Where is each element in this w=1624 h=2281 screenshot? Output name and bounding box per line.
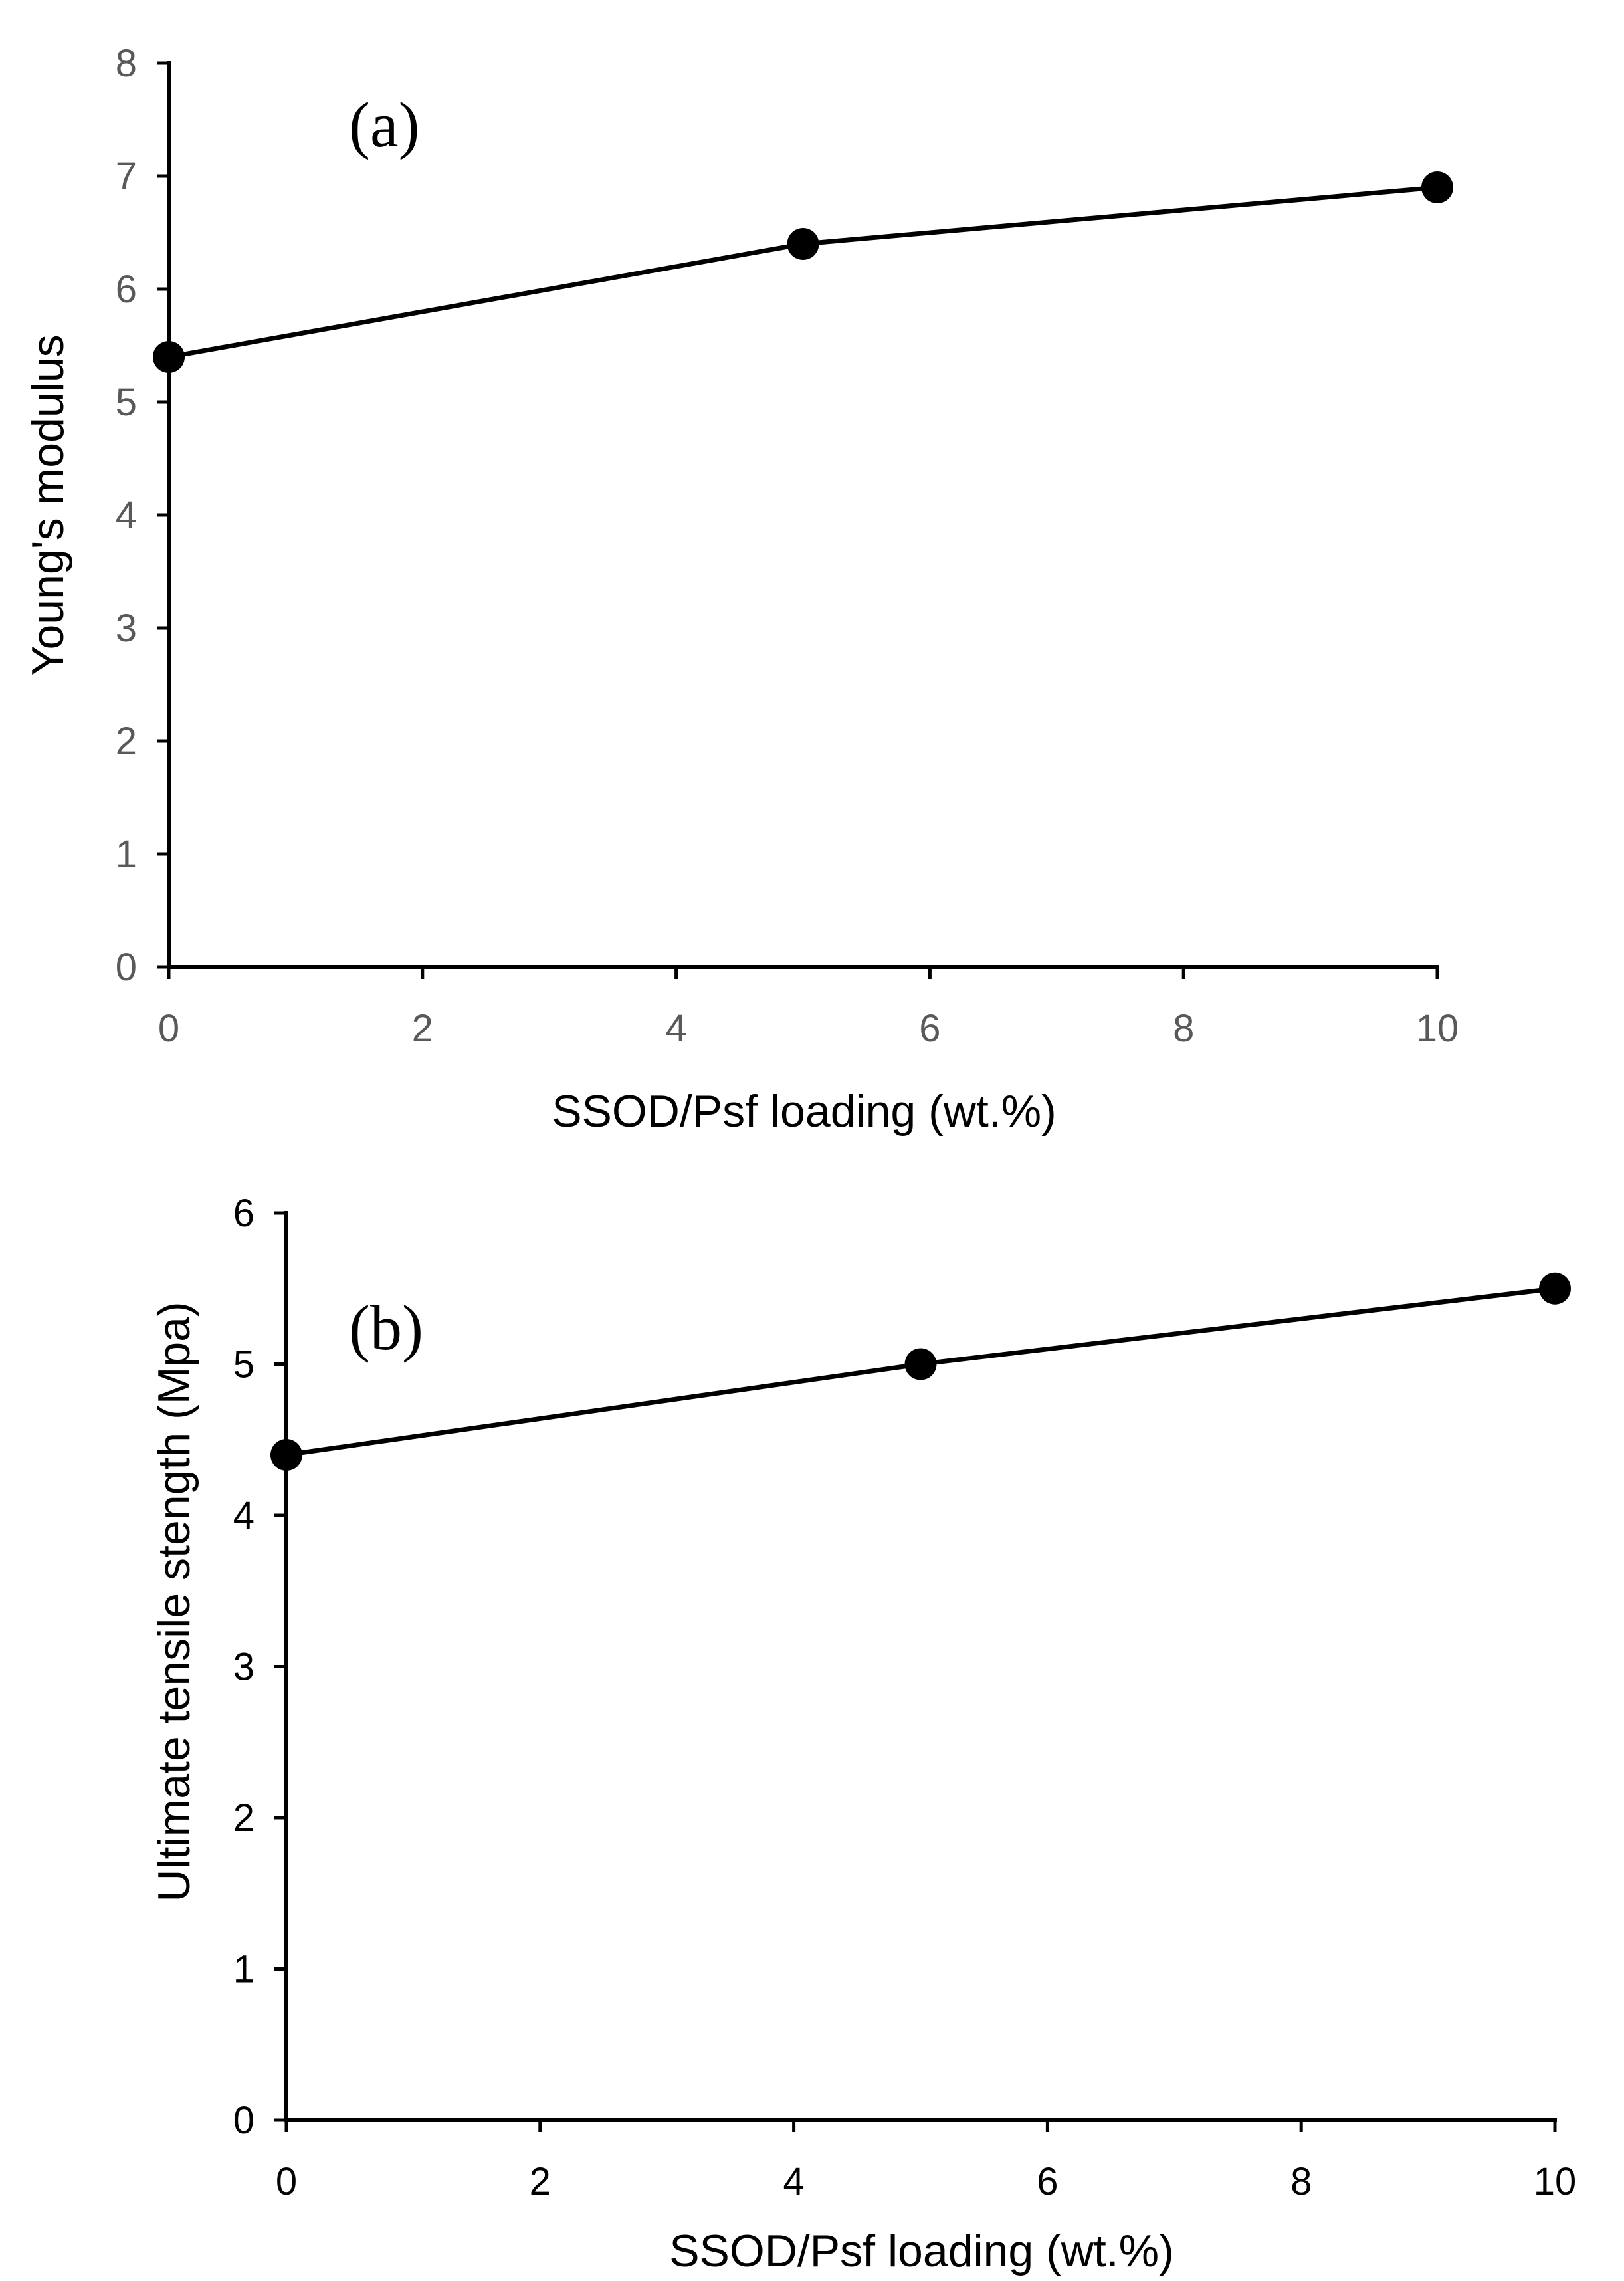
panel-a-x-tick-label: 2 [412, 1007, 433, 1050]
panel-b-y-tick-label: 4 [233, 1494, 254, 1537]
panel-b-y-ticks: 0 1 2 3 4 5 6 [233, 1192, 286, 2142]
panel-b-y-tick-label: 0 [233, 2099, 254, 2142]
panel-a-y-ticks: 0 1 2 3 4 5 6 7 8 [116, 42, 169, 989]
panel-b-chart: (b) 0 1 2 3 4 5 6 0 2 4 6 8 10 SSOD/Psf loading (wt… [149, 1192, 1576, 2276]
panel-a-data-point [1421, 171, 1453, 203]
panel-a-data-point [787, 228, 819, 260]
panel-b-y-tick-label: 3 [233, 1646, 254, 1689]
panel-b-data-point [270, 1439, 302, 1471]
panel-a-label: (a) [349, 89, 420, 160]
panel-b-x-tick-label: 4 [783, 2160, 804, 2203]
panel-b-x-tick-label: 2 [530, 2160, 551, 2203]
panel-a-y-axis-title: Young's modulus [23, 334, 73, 675]
panel-a-x-axis-title: SSOD/Psf loading (wt.%) [552, 1086, 1057, 1137]
panel-b-x-tick-label: 0 [276, 2160, 297, 2203]
panel-b-label: (b) [349, 1292, 423, 1363]
panel-a-y-tick-label: 1 [116, 833, 137, 876]
panel-a-y-tick-label: 5 [116, 381, 137, 424]
panel-b-y-tick-label: 5 [233, 1343, 254, 1386]
panel-a-chart: (a) 0 1 2 3 4 5 6 7 8 0 2 4 6 8 10 SSOD/Psf loading (… [23, 42, 1459, 1137]
panel-b-x-tick-label: 8 [1290, 2160, 1312, 2203]
panel-a-markers [153, 171, 1453, 373]
panel-b-data-point [904, 1348, 937, 1380]
panel-a-data-point [153, 341, 185, 373]
panel-b-x-ticks: 0 2 4 6 8 10 [276, 2120, 1576, 2203]
panel-b-y-axis-title: Ultimate tensile stength (Mpa) [149, 1301, 199, 1901]
panel-a-x-tick-label: 8 [1173, 1007, 1194, 1050]
panel-b-x-tick-label: 6 [1037, 2160, 1058, 2203]
panel-a-x-tick-label: 0 [158, 1007, 179, 1050]
panel-a-y-tick-label: 7 [116, 155, 137, 198]
panel-b-data-point [1539, 1272, 1571, 1305]
panel-a-series-line [168, 185, 1438, 360]
panel-b-x-axis-title: SSOD/Psf loading (wt.%) [669, 2226, 1174, 2276]
panel-a-y-tick-label: 0 [116, 946, 137, 989]
panel-a-x-tick-label: 4 [665, 1007, 686, 1050]
panel-b-markers [270, 1272, 1571, 1471]
panel-a-x-tick-label: 10 [1416, 1007, 1459, 1050]
panel-b-y-tick-label: 1 [233, 1948, 254, 1991]
panel-a-y-tick-label: 2 [116, 720, 137, 763]
panel-a-y-tick-label: 6 [116, 268, 137, 311]
panel-a-x-tick-label: 6 [919, 1007, 940, 1050]
panel-a-y-tick-label: 8 [116, 42, 137, 85]
panel-b-y-tick-label: 2 [233, 1796, 254, 1840]
panel-b-y-tick-label: 6 [233, 1192, 254, 1235]
panel-a-y-tick-label: 3 [116, 607, 137, 650]
panel-a-y-tick-label: 4 [116, 494, 137, 537]
panel-a-x-ticks: 0 2 4 6 8 10 [158, 967, 1459, 1050]
panel-b-x-tick-label: 10 [1534, 2160, 1577, 2203]
